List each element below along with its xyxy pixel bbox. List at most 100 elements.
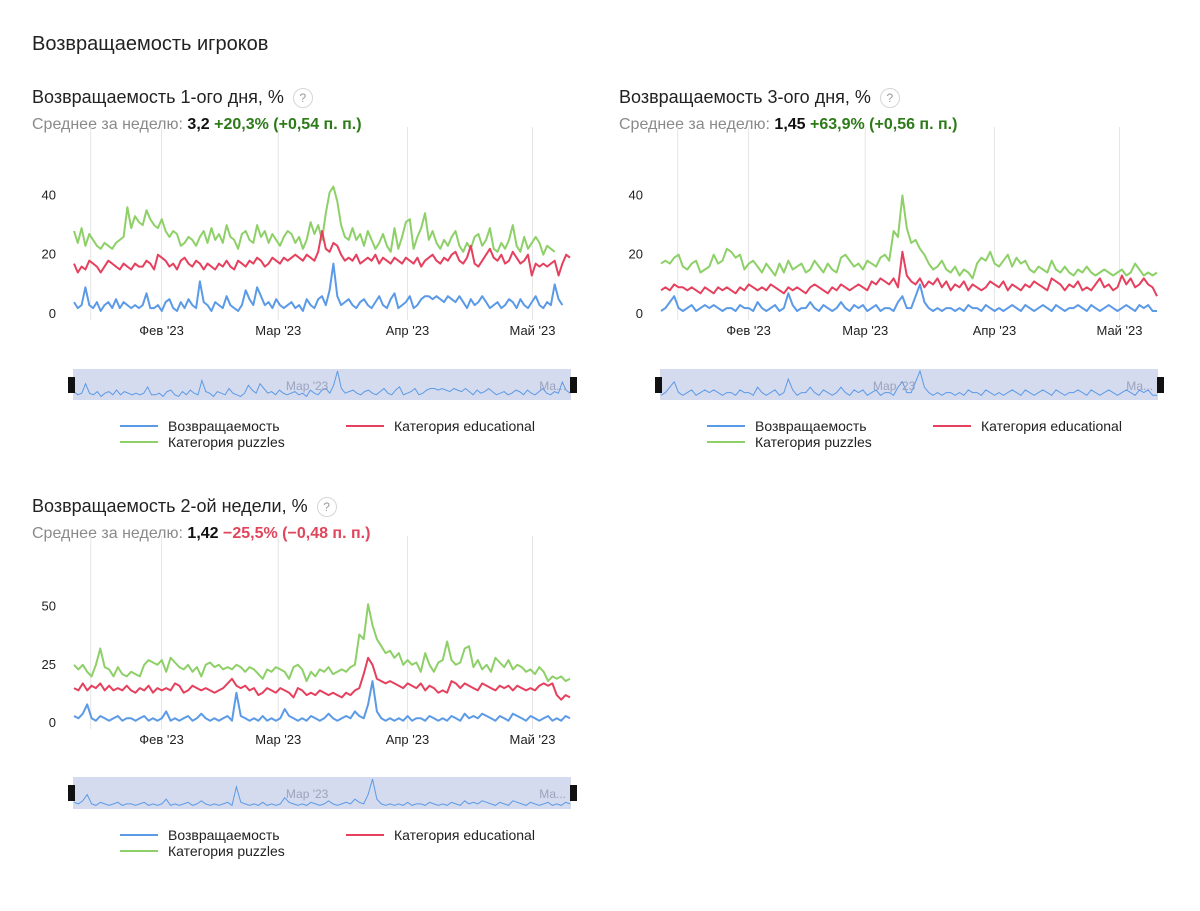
weekly-average-change: −25,5% (−0,48 п. п.) bbox=[223, 525, 371, 542]
x-tick-label: Фев '23 bbox=[726, 323, 771, 338]
navigator-series bbox=[73, 370, 571, 398]
panel-title-text: Возвращаемость 1-ого дня, % bbox=[32, 87, 284, 107]
navigator-selection bbox=[660, 369, 1158, 400]
y-tick-label: 50 bbox=[42, 599, 56, 614]
series-line-educational bbox=[73, 230, 571, 277]
series-line-educational bbox=[660, 250, 1158, 297]
x-tick-label: Апр '23 bbox=[386, 732, 430, 747]
navigator-selection bbox=[73, 777, 571, 809]
weekly-average-change: +20,3% (+0,54 п. п.) bbox=[214, 116, 362, 133]
weekly-average-label: Среднее за неделю: bbox=[32, 525, 183, 542]
legend-item-puzzles[interactable]: Категория puzzles bbox=[120, 843, 285, 859]
legend-label: Категория puzzles bbox=[168, 843, 285, 859]
navigator-handle-left[interactable] bbox=[68, 377, 75, 393]
series-line-puzzles bbox=[660, 194, 1158, 280]
navigator-handle-right[interactable] bbox=[570, 785, 577, 801]
legend-label: Возвращаемость bbox=[168, 827, 280, 843]
weekly-average-change: +63,9% (+0,56 п. п.) bbox=[810, 116, 958, 133]
weekly-average-label: Среднее за неделю: bbox=[32, 116, 183, 133]
legend-item-educational[interactable]: Категория educational bbox=[933, 418, 1122, 434]
x-tick-label: Май '23 bbox=[1096, 323, 1142, 338]
y-tick-label: 40 bbox=[629, 187, 643, 202]
line-chart[interactable]: Фев '23 Мар '23 Апр '23 Май '23 0 20 40 Мар '23… bbox=[32, 87, 582, 407]
y-tick-label: 20 bbox=[42, 247, 56, 262]
legend-swatch bbox=[120, 834, 158, 836]
navigator-label: Ма... bbox=[1126, 379, 1153, 393]
line-chart[interactable]: Фев '23 Мар '23 Апр '23 Май '23 0 20 40 Мар '23… bbox=[619, 87, 1169, 407]
page-title: Возвращаемость игроков bbox=[32, 33, 269, 55]
legend-item-returnability[interactable]: Возвращаемость bbox=[707, 418, 867, 434]
navigator-handle-right[interactable] bbox=[570, 377, 577, 393]
series-line-returnability bbox=[73, 680, 571, 722]
weekly-average: Среднее за неделю: 1,45 +63,9% (+0,56 п.… bbox=[619, 116, 957, 134]
x-tick-label: Апр '23 bbox=[973, 323, 1017, 338]
x-tick-label: Фев '23 bbox=[139, 732, 184, 747]
x-tick-label: Мар '23 bbox=[842, 323, 888, 338]
legend-item-puzzles[interactable]: Категория puzzles bbox=[707, 434, 872, 450]
legend-item-returnability[interactable]: Возвращаемость bbox=[120, 418, 280, 434]
weekly-average: Среднее за неделю: 1,42 −25,5% (−0,48 п.… bbox=[32, 525, 370, 543]
legend-swatch bbox=[707, 441, 745, 443]
navigator-label: Ма... bbox=[539, 787, 566, 801]
series-line-puzzles bbox=[73, 185, 556, 256]
panel-title: Возвращаемость 2-ой недели, % ? bbox=[32, 496, 337, 517]
panel-day1-retention: Возвращаемость 1-ого дня, % ? Среднее за… bbox=[32, 87, 582, 467]
x-tick-label: Мар '23 bbox=[255, 732, 301, 747]
legend-label: Возвращаемость bbox=[755, 418, 867, 434]
navigator-handle-left[interactable] bbox=[68, 785, 75, 801]
navigator-series bbox=[73, 778, 571, 807]
legend-swatch bbox=[707, 425, 745, 427]
y-tick-label: 0 bbox=[49, 306, 56, 321]
navigator-handle-left[interactable] bbox=[655, 377, 662, 393]
series-line-educational bbox=[73, 656, 571, 701]
legend-swatch bbox=[120, 441, 158, 443]
x-tick-label: Май '23 bbox=[509, 732, 555, 747]
y-tick-label: 0 bbox=[636, 306, 643, 321]
navigator-handle-right[interactable] bbox=[1157, 377, 1164, 393]
weekly-average-label: Среднее за неделю: bbox=[619, 116, 770, 133]
series-line-returnability bbox=[73, 262, 564, 312]
legend-swatch bbox=[120, 425, 158, 427]
help-icon[interactable]: ? bbox=[292, 87, 313, 108]
y-tick-label: 40 bbox=[42, 187, 56, 202]
legend-label: Категория educational bbox=[394, 418, 535, 434]
series-line-puzzles bbox=[73, 603, 571, 683]
y-tick-label: 20 bbox=[629, 247, 643, 262]
chart-legend: Возвращаемость Категория educational Кат… bbox=[120, 418, 560, 458]
legend-swatch bbox=[120, 850, 158, 852]
panel-title: Возвращаемость 3-ого дня, % ? bbox=[619, 87, 900, 108]
panel-title-text: Возвращаемость 2-ой недели, % bbox=[32, 496, 308, 516]
navigator-label: Мар '23 bbox=[286, 379, 329, 393]
legend-label: Категория educational bbox=[981, 418, 1122, 434]
legend-label: Категория educational bbox=[394, 827, 535, 843]
legend-item-educational[interactable]: Категория educational bbox=[346, 827, 535, 843]
navigator-series bbox=[660, 369, 1157, 397]
x-tick-label: Фев '23 bbox=[139, 323, 184, 338]
legend-label: Категория puzzles bbox=[755, 434, 872, 450]
chart-legend: Возвращаемость Категория educational Кат… bbox=[120, 827, 560, 867]
x-tick-label: Апр '23 bbox=[386, 323, 430, 338]
chart-legend: Возвращаемость Категория educational Кат… bbox=[707, 418, 1147, 458]
legend-swatch bbox=[346, 834, 384, 836]
panel-title-text: Возвращаемость 3-ого дня, % bbox=[619, 87, 871, 107]
x-tick-label: Мар '23 bbox=[255, 323, 301, 338]
legend-label: Категория puzzles bbox=[168, 434, 285, 450]
help-icon[interactable]: ? bbox=[316, 496, 337, 517]
legend-swatch bbox=[346, 425, 384, 427]
series-line-returnability bbox=[660, 283, 1157, 312]
legend-swatch bbox=[933, 425, 971, 427]
y-tick-label: 0 bbox=[49, 715, 56, 730]
weekly-average-value: 1,42 bbox=[187, 525, 219, 542]
navigator-label: Мар '23 bbox=[873, 379, 916, 393]
legend-item-puzzles[interactable]: Категория puzzles bbox=[120, 434, 285, 450]
legend-item-returnability[interactable]: Возвращаемость bbox=[120, 827, 280, 843]
line-chart[interactable]: Фев '23 Мар '23 Апр '23 Май '23 0 25 50 Мар '23… bbox=[32, 496, 582, 816]
panel-day3-retention: Возвращаемость 3-ого дня, % ? Среднее за… bbox=[619, 87, 1169, 467]
help-icon[interactable]: ? bbox=[879, 87, 900, 108]
legend-item-educational[interactable]: Категория educational bbox=[346, 418, 535, 434]
y-tick-label: 25 bbox=[42, 657, 56, 672]
weekly-average: Среднее за неделю: 3,2 +20,3% (+0,54 п. … bbox=[32, 116, 362, 134]
panel-title: Возвращаемость 1-ого дня, % ? bbox=[32, 87, 313, 108]
navigator-label: Ма... bbox=[539, 379, 566, 393]
weekly-average-value: 3,2 bbox=[187, 116, 210, 133]
